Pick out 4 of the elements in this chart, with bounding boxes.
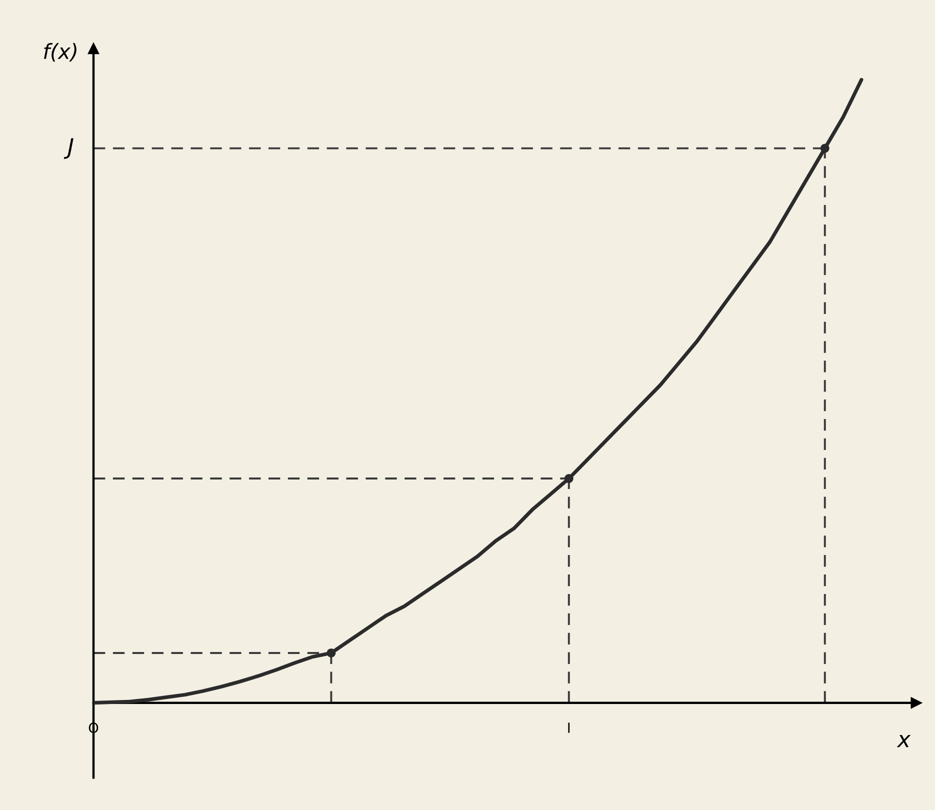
text: J [64, 138, 74, 159]
x-tick-label: I [568, 722, 570, 733]
y-axis-title: f(x) [44, 43, 76, 62]
x-axis-title: x [896, 734, 911, 748]
